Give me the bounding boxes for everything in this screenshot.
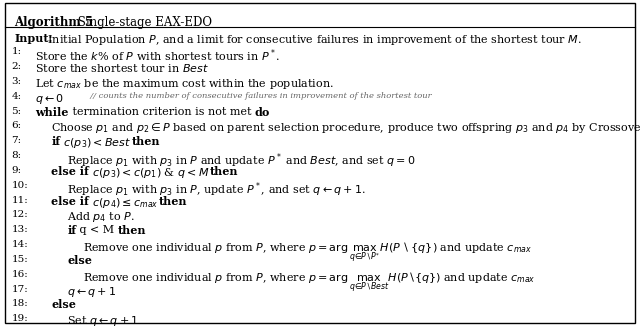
Text: 8:: 8: <box>12 151 22 160</box>
Text: 3:: 3: <box>12 77 22 86</box>
Text: Input:: Input: <box>14 33 52 44</box>
Text: then: then <box>210 166 238 177</box>
Text: Algorithm 5: Algorithm 5 <box>14 16 93 29</box>
Text: Store the $k$% of $P$ with shortest tours in $P^*$.: Store the $k$% of $P$ with shortest tour… <box>35 47 280 64</box>
Text: 17:: 17: <box>12 285 28 294</box>
Text: 9:: 9: <box>12 166 22 175</box>
Text: then: then <box>159 196 187 207</box>
Text: 13:: 13: <box>12 225 28 234</box>
Text: Single-stage EAX-EDO: Single-stage EAX-EDO <box>74 16 212 29</box>
Text: termination criterion is not met: termination criterion is not met <box>68 107 255 117</box>
Text: $q \leftarrow 0$: $q \leftarrow 0$ <box>35 92 64 106</box>
Text: $c(p_4) \leq c_{max}$: $c(p_4) \leq c_{max}$ <box>89 196 159 210</box>
Text: 12:: 12: <box>12 211 28 219</box>
Text: else if: else if <box>51 166 89 177</box>
Text: 2:: 2: <box>12 62 22 71</box>
Text: Choose $p_1$ and $p_2 \in P$ based on parent selection procedure, produce two of: Choose $p_1$ and $p_2 \in P$ based on pa… <box>51 122 640 135</box>
Text: Add $p_4$ to $P$.: Add $p_4$ to $P$. <box>67 211 135 224</box>
Text: Remove one individual $p$ from $P$, where $p = \arg\max_{q\in P\setminus \mathit: Remove one individual $p$ from $P$, wher… <box>83 270 536 294</box>
Text: then: then <box>118 225 147 236</box>
Text: while: while <box>35 107 68 118</box>
Text: 15:: 15: <box>12 255 28 264</box>
Text: do: do <box>255 107 270 118</box>
Text: 5:: 5: <box>12 107 22 116</box>
Text: $q \leftarrow q+1$: $q \leftarrow q+1$ <box>67 285 116 299</box>
Text: 19:: 19: <box>12 314 28 323</box>
Text: 10:: 10: <box>12 181 28 190</box>
Text: 4:: 4: <box>12 92 22 101</box>
Text: 18:: 18: <box>12 299 28 308</box>
Text: Remove one individual $p$ from $P$, where $p = \arg\max_{q\in P\setminus P^*} H(: Remove one individual $p$ from $P$, wher… <box>83 240 532 265</box>
Text: $c(p_3) < \mathit{Best}$: $c(p_3) < \mathit{Best}$ <box>60 136 131 150</box>
Text: 16:: 16: <box>12 270 28 279</box>
Text: 6:: 6: <box>12 122 22 130</box>
Text: else: else <box>67 255 92 266</box>
Text: Replace $p_1$ with $p_3$ in $P$, update $P^*$, and set $q \leftarrow q+1$.: Replace $p_1$ with $p_3$ in $P$, update … <box>67 181 366 200</box>
Text: $c(p_3) < c(p_1)$ & $q < M$: $c(p_3) < c(p_1)$ & $q < M$ <box>89 166 210 180</box>
Text: Set $q \leftarrow q+1$: Set $q \leftarrow q+1$ <box>67 314 139 326</box>
Text: else if: else if <box>51 196 89 207</box>
Text: then: then <box>131 136 160 147</box>
Text: if: if <box>67 225 76 236</box>
Text: 1:: 1: <box>12 47 22 56</box>
Text: else: else <box>51 299 76 310</box>
Text: 11:: 11: <box>12 196 28 205</box>
Text: 14:: 14: <box>12 240 28 249</box>
Text: Store the shortest tour in $\mathit{Best}$: Store the shortest tour in $\mathit{Best… <box>35 62 209 74</box>
Text: // counts the number of consecutive failures in improvement of the shortest tour: // counts the number of consecutive fail… <box>64 92 432 100</box>
Text: 7:: 7: <box>12 136 22 145</box>
Text: Let $c_{max}$ be the maximum cost within the population.: Let $c_{max}$ be the maximum cost within… <box>35 77 334 91</box>
Text: Initial Population $P$, and a limit for consecutive failures in improvement of t: Initial Population $P$, and a limit for … <box>44 33 582 47</box>
Text: q < M: q < M <box>76 225 118 235</box>
Text: if: if <box>51 136 60 147</box>
Text: Replace $p_1$ with $p_3$ in $P$ and update $P^*$ and $\mathit{Best}$, and set $q: Replace $p_1$ with $p_3$ in $P$ and upda… <box>67 151 415 170</box>
